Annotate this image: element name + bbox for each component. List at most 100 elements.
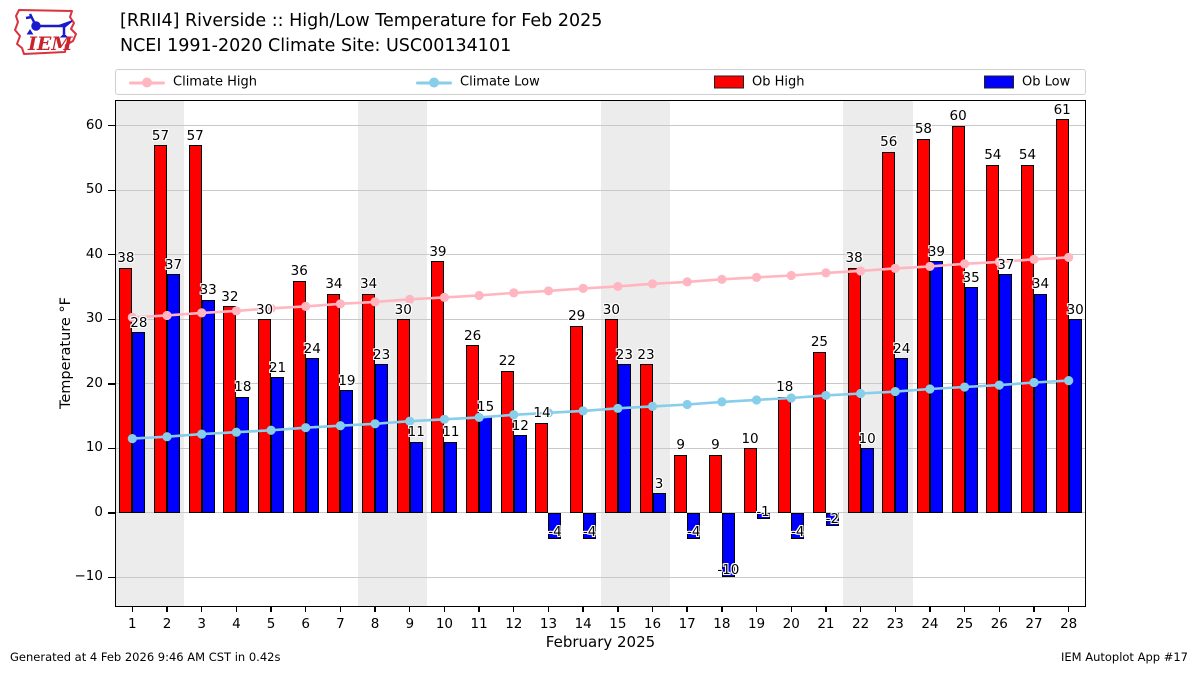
ob-low-value-label: 39 (927, 243, 946, 260)
ob-low-value-label: -4 (790, 523, 805, 540)
x-tick-label: 8 (370, 616, 380, 632)
x-tick-mark (859, 607, 862, 612)
legend-item-climate-low: Climate Low (416, 75, 540, 90)
ob-low-bar (1068, 319, 1082, 513)
chart-subtitle: NCEI 1991-2020 Climate Site: USC00134101 (120, 36, 512, 56)
climate-low-marker (821, 390, 831, 401)
climate-low-marker (127, 434, 137, 444)
climate-low-marker (994, 380, 1004, 390)
ob-high-legend-swatch-icon (714, 75, 744, 89)
x-tick-label: 18 (713, 616, 731, 632)
climate-low-marker (543, 408, 554, 418)
ob-low-bar (236, 396, 250, 513)
climate-low-marker (925, 384, 935, 394)
ob-low-value-label: 11 (442, 424, 460, 441)
ob-high-value-label: 30 (255, 301, 274, 318)
climate-low-marker (751, 395, 762, 405)
ob-high-value-label: 36 (290, 263, 308, 280)
x-tick-mark (582, 607, 584, 612)
climate-high-marker (231, 306, 241, 316)
climate-low-marker (197, 429, 207, 439)
legend-item-climate-high: Climate High (129, 75, 257, 90)
x-tick-label: 11 (470, 616, 488, 632)
x-tick-mark (790, 607, 792, 612)
ob-high-bar (500, 370, 514, 513)
ob-low-legend-swatch-icon (984, 75, 1014, 89)
ob-high-bar (916, 138, 930, 513)
climate-low-marker (439, 414, 450, 424)
x-tick-mark (166, 607, 168, 612)
ob-low-value-label: 12 (511, 417, 529, 434)
ob-low-value-label: 37 (997, 256, 1015, 273)
x-tick-mark (478, 607, 480, 612)
climate-high-marker (370, 297, 380, 307)
ob-high-bar (292, 280, 306, 513)
ob-high-bar (570, 325, 584, 513)
x-tick-mark (998, 607, 1000, 612)
climate-low-marker (578, 406, 588, 416)
climate-high-marker (439, 292, 450, 302)
ob-high-bar (674, 454, 688, 513)
x-tick-mark (651, 607, 654, 612)
x-tick-mark (617, 607, 619, 612)
ob-low-value-label: -2 (825, 510, 840, 527)
ob-low-value-label: 11 (407, 424, 425, 441)
ob-low-value-label: 37 (164, 256, 183, 273)
ob-low-value-label: 30 (1066, 301, 1084, 318)
climate-low-marker (231, 427, 241, 437)
ob-low-value-label: 19 (338, 372, 356, 389)
y-axis-title: Temperature °F (58, 296, 74, 410)
climate-high-marker (717, 274, 727, 284)
x-tick-label: 2 (162, 616, 172, 632)
climate-high-marker (821, 268, 831, 278)
ob-low-bar (201, 299, 215, 513)
ob-low-bar (271, 377, 285, 513)
x-tick-label: 19 (747, 616, 766, 632)
x-tick-label: 7 (336, 616, 345, 632)
ob-high-bar (119, 267, 133, 513)
ob-low-value-label: 24 (893, 340, 911, 357)
x-tick-label: 1 (128, 616, 137, 632)
climate-low-marker (301, 423, 311, 433)
x-tick-label: 22 (851, 616, 870, 632)
legend-item-ob-low: Ob Low (984, 75, 1070, 90)
ob-high-value-label: 22 (498, 353, 516, 370)
gridline (115, 383, 1086, 385)
x-tick-mark (374, 607, 376, 612)
x-tick-mark (443, 607, 446, 612)
climate-high-marker (1064, 252, 1074, 262)
ob-low-bar (305, 358, 319, 513)
y-tick-mark (108, 318, 115, 320)
ob-high-value-label: 38 (845, 250, 863, 267)
ob-high-value-label: 9 (711, 437, 720, 454)
ob-high-value-label: 30 (394, 301, 412, 318)
ob-high-value-label: 57 (151, 127, 170, 144)
x-tick-mark (235, 607, 238, 612)
ob-low-value-label: 33 (199, 282, 217, 299)
y-tick-mark (108, 447, 115, 449)
gridline (115, 512, 1086, 514)
climate-low-marker (855, 388, 866, 399)
ob-high-value-label: 34 (325, 276, 343, 292)
x-tick-label: 21 (817, 616, 835, 632)
ob-high-bar (535, 422, 549, 513)
x-tick-label: 3 (197, 616, 206, 632)
ob-high-value-label: 60 (949, 108, 967, 125)
ob-low-value-label: 10 (858, 430, 876, 447)
y-tick-mark (108, 189, 115, 191)
climate-low-marker (1029, 377, 1039, 388)
ob-low-bar (687, 512, 701, 539)
y-tick-mark (108, 254, 115, 256)
legend-label: Ob High (752, 74, 805, 90)
ob-low-value-label: -10 (717, 562, 740, 579)
ob-high-bar (327, 293, 341, 513)
climate-high-marker (994, 257, 1004, 267)
climate-high-marker (960, 259, 970, 269)
x-tick-mark (200, 607, 203, 612)
climate-low-marker (613, 403, 623, 413)
climate-high-marker (335, 299, 346, 309)
climate-low-marker (890, 386, 900, 397)
ob-high-bar (1020, 164, 1034, 513)
ob-high-bar (986, 164, 1000, 513)
